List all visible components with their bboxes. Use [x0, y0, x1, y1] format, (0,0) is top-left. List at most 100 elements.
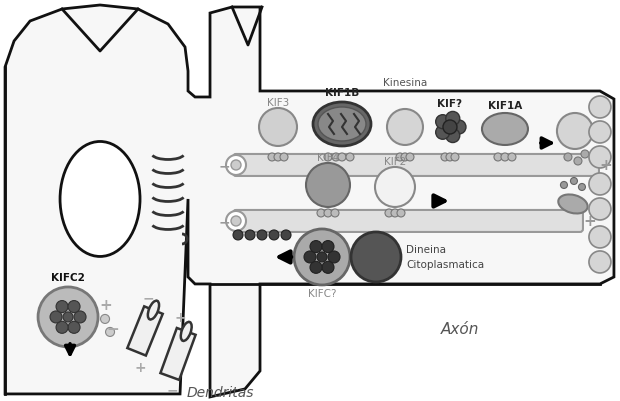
Circle shape [74, 311, 86, 323]
Circle shape [574, 158, 582, 166]
Circle shape [589, 251, 611, 273]
Text: KIFC2: KIFC2 [51, 272, 85, 282]
Circle shape [310, 241, 322, 253]
Text: KIF4: KIF4 [317, 153, 339, 162]
Circle shape [322, 262, 334, 273]
Circle shape [446, 129, 460, 143]
Circle shape [328, 251, 340, 263]
Circle shape [294, 229, 350, 285]
Circle shape [259, 109, 297, 147]
Circle shape [324, 154, 332, 162]
Text: −: − [218, 215, 230, 229]
Ellipse shape [558, 195, 588, 214]
Text: Axón: Axón [441, 322, 479, 336]
Circle shape [397, 209, 405, 217]
Circle shape [391, 209, 399, 217]
Circle shape [589, 227, 611, 248]
Circle shape [63, 312, 73, 322]
Circle shape [50, 311, 62, 323]
Circle shape [446, 154, 454, 162]
Circle shape [346, 154, 354, 162]
Circle shape [280, 154, 288, 162]
Circle shape [452, 121, 466, 135]
Circle shape [581, 151, 589, 158]
Circle shape [68, 322, 80, 334]
Circle shape [564, 154, 572, 162]
Ellipse shape [148, 301, 159, 320]
Circle shape [310, 262, 322, 273]
Text: +: + [600, 158, 613, 173]
Polygon shape [161, 328, 196, 380]
Circle shape [501, 154, 509, 162]
Circle shape [100, 315, 110, 324]
Circle shape [436, 115, 449, 130]
Circle shape [560, 182, 567, 189]
Circle shape [387, 110, 423, 146]
Circle shape [494, 154, 502, 162]
Text: Citoplasmatica: Citoplasmatica [406, 259, 484, 269]
Circle shape [268, 154, 276, 162]
Text: Dineina: Dineina [406, 244, 446, 254]
Circle shape [396, 154, 404, 162]
Text: KIF?: KIF? [438, 99, 463, 109]
Circle shape [451, 154, 459, 162]
Circle shape [56, 301, 68, 313]
Circle shape [56, 322, 68, 334]
Circle shape [557, 114, 593, 150]
Circle shape [446, 112, 460, 126]
Ellipse shape [482, 114, 528, 146]
Circle shape [233, 231, 243, 240]
Text: KIF2: KIF2 [384, 156, 406, 166]
FancyBboxPatch shape [233, 211, 583, 233]
Circle shape [317, 252, 327, 262]
Circle shape [332, 154, 340, 162]
Circle shape [226, 156, 246, 176]
Circle shape [351, 233, 401, 282]
Circle shape [331, 209, 339, 217]
Circle shape [508, 154, 516, 162]
Ellipse shape [313, 103, 371, 147]
Ellipse shape [181, 322, 192, 341]
Circle shape [231, 217, 241, 227]
Circle shape [306, 164, 350, 207]
Circle shape [589, 97, 611, 119]
Text: +: + [134, 360, 146, 374]
Circle shape [304, 251, 316, 263]
Circle shape [578, 184, 585, 191]
Text: −: − [218, 158, 230, 172]
Circle shape [443, 121, 457, 135]
Text: KIFC?: KIFC? [308, 288, 336, 298]
Circle shape [68, 301, 80, 313]
Text: +: + [174, 310, 186, 324]
Circle shape [324, 209, 332, 217]
Circle shape [589, 174, 611, 195]
Circle shape [269, 231, 279, 240]
Circle shape [105, 328, 115, 336]
Text: KIF1A: KIF1A [488, 101, 522, 111]
Circle shape [226, 211, 246, 231]
Circle shape [589, 122, 611, 144]
Circle shape [338, 154, 346, 162]
Ellipse shape [60, 142, 140, 257]
Circle shape [257, 231, 267, 240]
Circle shape [441, 154, 449, 162]
Ellipse shape [318, 108, 366, 142]
Text: −: − [142, 290, 154, 304]
Circle shape [317, 209, 325, 217]
Circle shape [245, 231, 255, 240]
Circle shape [375, 168, 415, 207]
Circle shape [406, 154, 414, 162]
Circle shape [281, 231, 291, 240]
Circle shape [322, 241, 334, 253]
Text: KIF3: KIF3 [267, 98, 289, 108]
Text: +: + [100, 298, 112, 313]
Polygon shape [5, 6, 614, 397]
Polygon shape [127, 307, 162, 356]
Circle shape [274, 154, 282, 162]
FancyBboxPatch shape [233, 155, 599, 176]
Text: −: − [107, 322, 120, 336]
Circle shape [589, 198, 611, 221]
Text: KIF1B: KIF1B [325, 88, 359, 98]
Circle shape [570, 178, 577, 185]
Circle shape [385, 209, 393, 217]
